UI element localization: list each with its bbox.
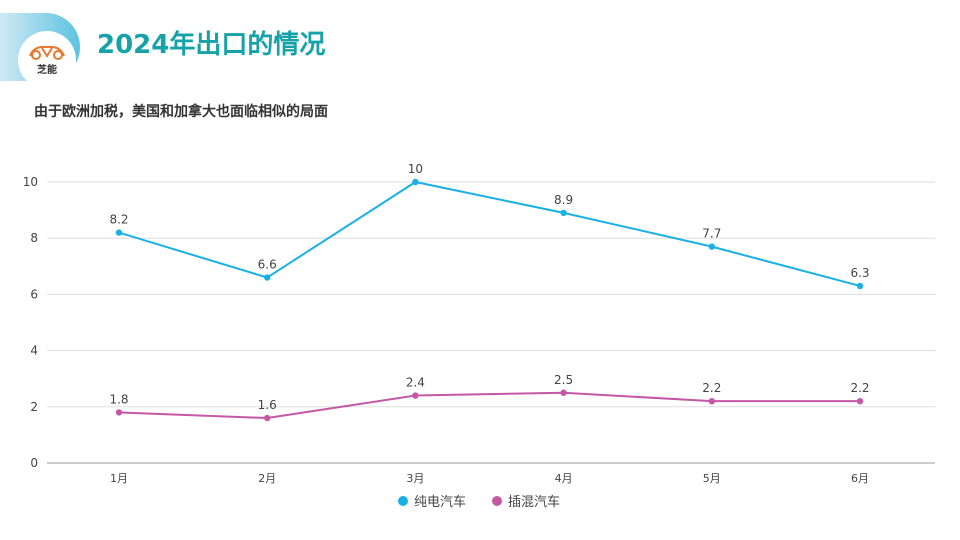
logo-text: 芝能 [37, 65, 57, 76]
y-tick-label: 6 [30, 287, 38, 301]
y-tick-label: 4 [30, 344, 38, 358]
logo-background: 芝能 [0, 13, 80, 89]
legend-marker [398, 496, 408, 506]
x-tick-label: 3月 [406, 472, 424, 485]
legend-marker [492, 496, 502, 506]
x-tick-label: 6月 [851, 472, 869, 485]
data-label: 10 [408, 162, 423, 176]
data-label: 6.3 [850, 266, 869, 280]
data-point [115, 229, 123, 236]
data-label: 1.6 [258, 398, 277, 412]
x-tick-label: 5月 [703, 472, 721, 485]
x-tick-label: 4月 [555, 472, 573, 485]
data-point [708, 397, 715, 405]
data-point [560, 389, 567, 396]
data-label: 2.2 [702, 381, 721, 395]
data-label: 1.8 [109, 392, 128, 406]
data-label: 6.6 [258, 258, 277, 272]
data-label: 2.5 [554, 373, 573, 387]
data-label: 2.2 [850, 381, 869, 395]
series-line-2 [118, 391, 860, 420]
data-point [412, 178, 419, 186]
legend-label: 纯电汽车 [414, 494, 466, 510]
legend-label: 插混汽车 [508, 494, 560, 510]
chart-subtitle: 由于欧洲加税，美国和加拿大也面临相似的局面 [34, 104, 328, 120]
data-label: 7.7 [702, 227, 721, 241]
y-tick-label: 0 [30, 456, 38, 470]
series-line-1 [118, 180, 861, 287]
y-tick-label: 8 [30, 231, 38, 245]
logo: 芝能 [18, 31, 76, 89]
data-point [264, 274, 271, 281]
data-point [856, 397, 864, 405]
data-label: 2.4 [406, 376, 425, 390]
data-point [115, 409, 123, 416]
y-tick-label: 10 [23, 175, 38, 189]
data-point [856, 282, 864, 290]
data-point [264, 414, 271, 422]
x-tick-label: 1月 [110, 472, 128, 485]
car-logo-icon [29, 46, 65, 60]
data-point [560, 209, 567, 217]
x-tick-label: 2月 [258, 472, 276, 485]
data-point [412, 392, 419, 399]
page-title: 2024年出口的情况 [97, 30, 326, 60]
data-label: 8.9 [554, 193, 573, 207]
y-tick-label: 2 [30, 400, 38, 414]
data-point [708, 243, 715, 250]
data-label: 8.2 [109, 213, 128, 227]
